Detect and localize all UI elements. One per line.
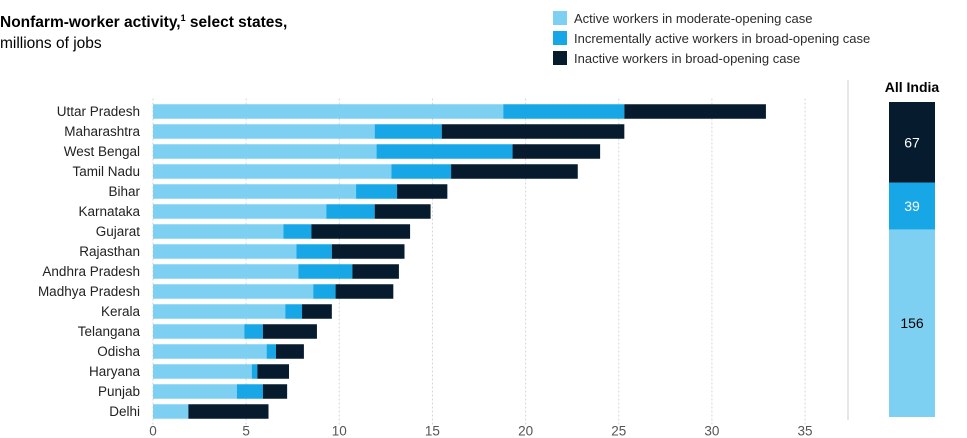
bar-segment xyxy=(298,264,353,279)
bar-segment xyxy=(153,404,189,419)
x-tick-label: 20 xyxy=(518,424,533,438)
bar-segment xyxy=(335,284,394,299)
bar-segment xyxy=(153,164,392,179)
bar-segment xyxy=(376,144,513,159)
bar-segment xyxy=(451,164,578,179)
legend-label-incremental: Incrementally active workers in broad-op… xyxy=(574,30,871,46)
bar-segment xyxy=(285,304,303,319)
category-label: Odisha xyxy=(97,344,140,359)
chart-title: Nonfarm-worker activity,1 select states,… xyxy=(0,8,287,54)
bar-segment xyxy=(503,104,625,119)
bar-segment xyxy=(153,364,252,379)
bar-segment xyxy=(257,364,289,379)
bar-segment xyxy=(153,104,504,119)
bar-segment xyxy=(153,184,357,199)
bar-segment xyxy=(153,284,314,299)
bar-segment xyxy=(326,204,375,219)
bar-segment xyxy=(374,204,431,219)
bar-segment xyxy=(251,364,258,379)
bar-segment xyxy=(153,224,284,239)
all-india-value: 39 xyxy=(904,198,920,214)
all-india-title: All India xyxy=(885,79,940,95)
bar-segment xyxy=(153,124,375,139)
category-label: Punjab xyxy=(98,384,140,399)
legend-label-inactive: Inactive workers in broad-opening case xyxy=(574,50,801,66)
bar-segment xyxy=(188,404,269,419)
bar-segment xyxy=(302,304,332,319)
x-tick-label: 30 xyxy=(704,424,719,438)
bar-segment xyxy=(153,204,327,219)
x-tick-label: 15 xyxy=(425,424,440,438)
legend-swatch-active xyxy=(553,11,567,25)
bar-segment xyxy=(283,224,312,239)
bar-segment xyxy=(512,144,601,159)
category-label: West Bengal xyxy=(64,144,140,159)
bar-segment xyxy=(296,244,332,259)
category-label: Kerala xyxy=(101,304,141,319)
bar-segment xyxy=(153,324,245,339)
x-tick-label: 5 xyxy=(242,424,250,438)
category-label: Maharashtra xyxy=(64,124,140,139)
bar-segment xyxy=(356,184,398,199)
bar-segment xyxy=(244,324,263,339)
bar-segment xyxy=(153,344,267,359)
legend-item-active: Active workers in moderate-opening case xyxy=(553,8,870,28)
bar-segment xyxy=(153,244,297,259)
bar-segment xyxy=(275,344,304,359)
category-label: Gujarat xyxy=(96,224,141,239)
title-line-1: Nonfarm-worker activity,1 select states, xyxy=(0,13,288,32)
bars xyxy=(153,104,766,419)
bar-segment xyxy=(266,344,276,359)
category-label: Madhya Pradesh xyxy=(38,284,140,299)
category-label: Karnataka xyxy=(78,204,140,219)
all-india-value: 156 xyxy=(900,315,924,331)
x-tick-label: 10 xyxy=(332,424,347,438)
category-label: Delhi xyxy=(109,404,140,419)
category-label: Uttar Pradesh xyxy=(57,104,140,119)
legend-label-active: Active workers in moderate-opening case xyxy=(574,10,813,26)
bar-segment xyxy=(374,124,442,139)
all-india-value: 67 xyxy=(904,134,920,150)
footnote-marker: 1 xyxy=(180,13,186,23)
x-tick-label: 25 xyxy=(611,424,626,438)
bar-segment xyxy=(397,184,448,199)
bar-segment xyxy=(624,104,766,119)
legend-item-incremental: Incrementally active workers in broad-op… xyxy=(553,28,870,48)
legend-item-inactive: Inactive workers in broad-opening case xyxy=(553,48,870,68)
bar-segment xyxy=(262,324,317,339)
bar-segment xyxy=(153,264,299,279)
bar-segment xyxy=(153,144,377,159)
bar-segment xyxy=(153,304,286,319)
bar-segment xyxy=(311,224,411,239)
x-tick-label: 0 xyxy=(149,424,157,438)
all-india-segment xyxy=(889,229,935,417)
category-label: Haryana xyxy=(89,364,141,379)
bar-segment xyxy=(153,384,237,399)
category-label: Andhra Pradesh xyxy=(42,264,140,279)
bar-segment xyxy=(262,384,288,399)
category-label: Bihar xyxy=(108,184,140,199)
x-tick-label: 35 xyxy=(798,424,813,438)
all-india-segment xyxy=(889,102,935,183)
chart-subtitle: millions of jobs xyxy=(0,35,102,53)
legend-swatch-inactive xyxy=(553,51,567,65)
bar-segment xyxy=(391,164,452,179)
bar-segment xyxy=(352,264,399,279)
category-label: Telangana xyxy=(78,324,141,339)
legend-swatch-incremental xyxy=(553,31,567,45)
bar-segment xyxy=(313,284,336,299)
category-label: Rajasthan xyxy=(79,244,140,259)
bar-segment xyxy=(236,384,263,399)
bar-segment xyxy=(441,124,625,139)
bar-segment xyxy=(331,244,405,259)
category-label: Tamil Nadu xyxy=(72,164,140,179)
all-india-segment xyxy=(889,182,935,230)
legend: Active workers in moderate-opening case … xyxy=(553,8,870,68)
